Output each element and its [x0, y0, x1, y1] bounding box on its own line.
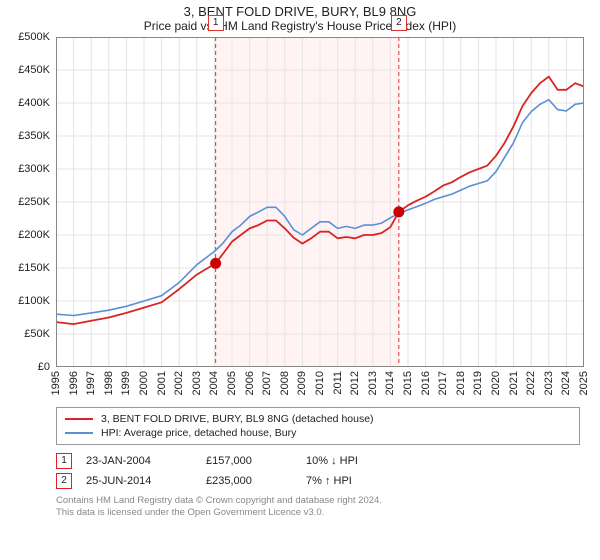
xtick-label: 2008 [279, 371, 291, 395]
xtick-label: 2013 [367, 371, 379, 395]
xtick-label: 2007 [261, 371, 273, 395]
xtick-label: 2019 [472, 371, 484, 395]
sales-list: 1 23-JAN-2004£157,00010% ↓ HPI 2 25-JUN-201… [56, 451, 580, 491]
sale-price: £235,000 [206, 475, 306, 487]
chart-subtitle: Price paid vs. HM Land Registry's House … [0, 19, 600, 37]
xtick-label: 2012 [349, 371, 361, 395]
sale-tag: 2 [56, 473, 72, 489]
ytick-label: £500K [18, 31, 50, 43]
sale-row: 1 23-JAN-2004£157,00010% ↓ HPI [56, 451, 580, 471]
xtick-label: 2017 [437, 371, 449, 395]
sale-date: 25-JUN-2014 [86, 475, 206, 487]
xtick-label: 2009 [296, 371, 308, 395]
legend-swatch [65, 418, 93, 420]
xtick-label: 2018 [455, 371, 467, 395]
xtick-label: 2025 [578, 371, 590, 395]
legend-label: HPI: Average price, detached house, Bury [101, 427, 296, 439]
ytick-label: £200K [18, 229, 50, 241]
sale-hpi-delta: 10% ↓ HPI [306, 455, 416, 467]
ytick-label: £150K [18, 262, 50, 274]
ytick-label: £0 [38, 361, 50, 373]
chart-area: £0£50K£100K£150K£200K£250K£300K£350K£400… [56, 37, 584, 367]
sale-row: 2 25-JUN-2014£235,0007% ↑ HPI [56, 471, 580, 491]
chart-title: 3, BENT FOLD DRIVE, BURY, BL9 8NG [0, 0, 600, 19]
chart-svg [56, 37, 584, 367]
xtick-label: 2014 [384, 371, 396, 395]
footer: Contains HM Land Registry data © Crown c… [56, 495, 580, 520]
footer-line: This data is licensed under the Open Gov… [56, 507, 580, 519]
xtick-label: 2011 [332, 371, 344, 395]
legend-swatch [65, 432, 93, 434]
sale-hpi-delta: 7% ↑ HPI [306, 475, 416, 487]
xtick-label: 2024 [560, 371, 572, 395]
xtick-label: 2001 [156, 371, 168, 395]
legend-item: HPI: Average price, detached house, Bury [65, 426, 571, 440]
sale-marker-tag: 1 [208, 15, 224, 31]
xtick-label: 2023 [543, 371, 555, 395]
xtick-label: 1999 [120, 371, 132, 395]
xtick-label: 2020 [490, 371, 502, 395]
sale-date: 23-JAN-2004 [86, 455, 206, 467]
xtick-label: 2006 [244, 371, 256, 395]
ytick-label: £250K [18, 196, 50, 208]
xtick-label: 2016 [420, 371, 432, 395]
ytick-label: £450K [18, 64, 50, 76]
xtick-label: 1996 [68, 371, 80, 395]
ytick-label: £400K [18, 97, 50, 109]
xtick-label: 2021 [508, 371, 520, 395]
sale-marker-tag: 2 [391, 15, 407, 31]
xtick-label: 2005 [226, 371, 238, 395]
legend-label: 3, BENT FOLD DRIVE, BURY, BL9 8NG (detac… [101, 413, 374, 425]
legend-box: 3, BENT FOLD DRIVE, BURY, BL9 8NG (detac… [56, 407, 580, 445]
sale-price: £157,000 [206, 455, 306, 467]
xtick-label: 2000 [138, 371, 150, 395]
sale-tag: 1 [56, 453, 72, 469]
footer-line: Contains HM Land Registry data © Crown c… [56, 495, 580, 507]
ytick-label: £100K [18, 295, 50, 307]
xtick-label: 2002 [173, 371, 185, 395]
xtick-label: 2022 [525, 371, 537, 395]
xtick-label: 1995 [50, 371, 62, 395]
ytick-label: £50K [24, 328, 50, 340]
xtick-label: 1997 [85, 371, 97, 395]
xtick-label: 2015 [402, 371, 414, 395]
xtick-label: 2010 [314, 371, 326, 395]
ytick-label: £300K [18, 163, 50, 175]
xtick-label: 1998 [103, 371, 115, 395]
xtick-label: 2004 [208, 371, 220, 395]
xtick-label: 2003 [191, 371, 203, 395]
ytick-label: £350K [18, 130, 50, 142]
legend-item: 3, BENT FOLD DRIVE, BURY, BL9 8NG (detac… [65, 412, 571, 426]
